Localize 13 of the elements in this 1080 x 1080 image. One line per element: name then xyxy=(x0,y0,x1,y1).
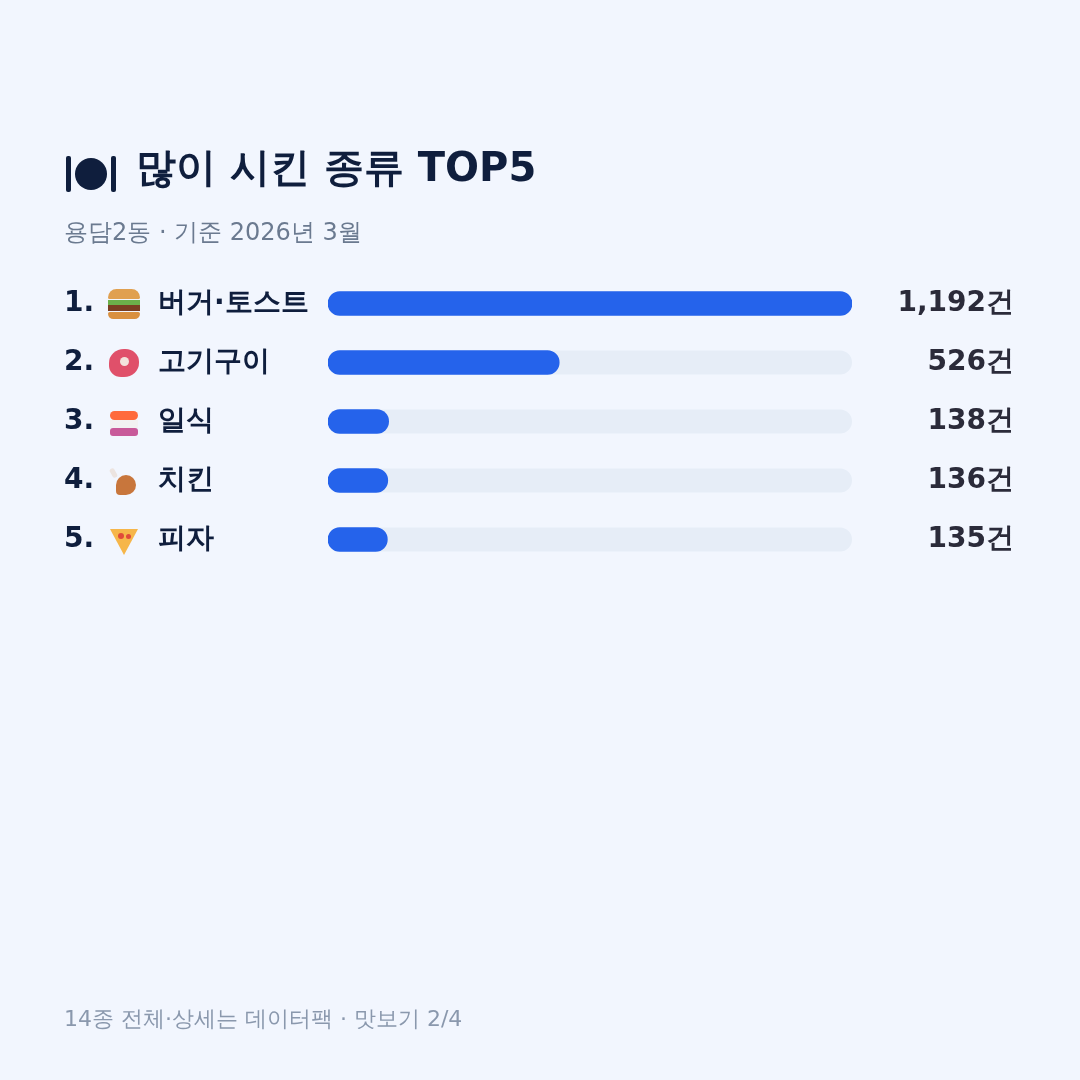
category-label: 4. 치킨 xyxy=(64,461,214,495)
category-label: 5. 피자 xyxy=(64,520,214,554)
data-label: 138건 xyxy=(927,402,1014,436)
data-label: 135건 xyxy=(927,520,1014,554)
data-label: 1,192건 xyxy=(897,284,1014,318)
data-label: 136건 xyxy=(927,461,1014,495)
chart-subtitle: 용담2동 · 기준 2026년 3월 xyxy=(64,217,362,248)
category-label: 1. 버거·토스트 xyxy=(64,284,309,318)
chart-title: 많이 시킨 종류 TOP5 xyxy=(136,143,537,192)
category-label: 2. 고기구이 xyxy=(64,343,270,377)
text: 14종 전체·상세는 데이터팩 · 맛보기 2/4 xyxy=(64,1005,463,1033)
category-label: 3. 일식 xyxy=(64,402,214,436)
data-label: 526건 xyxy=(927,343,1014,377)
